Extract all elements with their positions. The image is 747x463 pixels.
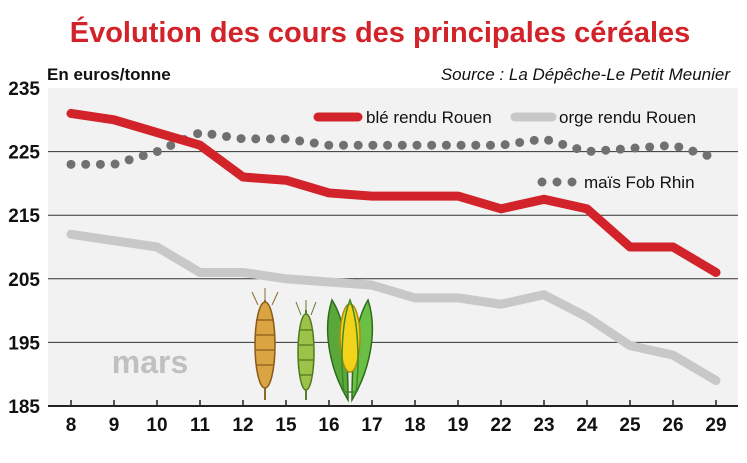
y-tick-label: 185: [8, 397, 40, 418]
x-tick-label: 10: [146, 415, 167, 436]
series-point: [251, 134, 261, 144]
series-point: [222, 131, 232, 141]
series-point: [412, 140, 422, 150]
series-point: [397, 140, 407, 150]
corn-cob-icon: [326, 297, 374, 403]
series-point: [529, 135, 539, 145]
legend-label-mais: maïs Fob Rhin: [584, 173, 695, 192]
x-tick-label: 25: [619, 415, 641, 436]
legend: blé rendu Rouen orge rendu Rouen maïs Fo…: [313, 108, 696, 192]
series-0: [66, 108, 721, 277]
series-point: [586, 146, 596, 156]
series-point: [500, 140, 510, 150]
series-point: [236, 134, 246, 144]
series-point: [702, 150, 712, 160]
series-point: [674, 142, 684, 152]
series-point: [558, 139, 568, 149]
x-tick-label: 19: [447, 415, 468, 436]
series-point: [166, 140, 176, 150]
series-point: [427, 140, 437, 150]
series-1: [66, 229, 721, 386]
legend-label-ble: blé rendu Rouen: [366, 108, 492, 127]
x-tick-label: 22: [490, 415, 511, 436]
series-point: [66, 159, 76, 169]
series-point: [81, 159, 91, 169]
series-point: [630, 143, 640, 153]
legend-label-orge: orge rendu Rouen: [559, 108, 696, 127]
series-point: [515, 137, 525, 147]
x-tick-label: 8: [66, 415, 77, 436]
series-point: [441, 140, 451, 150]
x-tick-label: 9: [109, 415, 120, 436]
x-tick-label: 15: [275, 415, 297, 436]
series-point: [124, 155, 134, 165]
series-point: [338, 140, 348, 150]
x-tick-label: 17: [361, 415, 382, 436]
month-label: mars: [112, 344, 189, 380]
wheat-ear-icon: [251, 288, 279, 400]
y-tick-label: 215: [8, 206, 40, 227]
series-point: [265, 134, 275, 144]
y-tick-label: 205: [8, 270, 40, 291]
chart-title: Évolution des cours des principales céré…: [70, 15, 691, 49]
x-tick-label: 18: [404, 415, 425, 436]
series-point: [485, 140, 495, 150]
series-line: [66, 108, 721, 277]
series-point: [615, 144, 625, 154]
series-2: [66, 129, 712, 169]
x-tick-label: 11: [190, 415, 211, 436]
series-point: [280, 134, 290, 144]
series-point: [659, 141, 669, 151]
x-tick-label: 26: [662, 415, 683, 436]
series-point: [645, 142, 655, 152]
series-point: [138, 151, 148, 161]
series-point: [456, 140, 466, 150]
x-tick-label: 29: [705, 415, 726, 436]
series-point: [324, 140, 334, 150]
series-point: [295, 136, 305, 146]
legend-swatch-mais: [537, 177, 547, 187]
y-tick-label: 195: [8, 333, 40, 354]
series-point: [471, 140, 481, 150]
series-point: [572, 144, 582, 154]
series-point: [207, 129, 217, 139]
series-point: [544, 135, 554, 145]
x-tick-label: 12: [232, 415, 253, 436]
series-point: [353, 140, 363, 150]
y-tick-labels: 235 225 215 205 195 185: [8, 79, 40, 418]
series-layer: [66, 108, 721, 386]
source-note: Source : La Dépêche-Le Petit Meunier: [441, 65, 732, 84]
series-point: [368, 140, 378, 150]
series-line: [66, 229, 721, 386]
series-point: [383, 140, 393, 150]
series-point: [688, 146, 698, 156]
series-point: [193, 129, 203, 139]
x-tick-label: 23: [533, 415, 554, 436]
barley-ear-icon: [295, 300, 317, 400]
series-point: [601, 145, 611, 155]
series-point: [110, 159, 120, 169]
y-axis-label: En euros/tonne: [47, 65, 171, 84]
series-point: [152, 146, 162, 156]
y-tick-label: 225: [8, 143, 40, 164]
x-tick-label: 16: [318, 415, 339, 436]
y-tick-label: 235: [8, 79, 40, 100]
x-tick-label: 24: [576, 415, 598, 436]
x-tick-labels: 8 9 10 11 12 15 16 17 18 19 22 23 24 25 26 29: [66, 400, 727, 436]
series-point: [309, 138, 319, 148]
series-point: [95, 159, 105, 169]
